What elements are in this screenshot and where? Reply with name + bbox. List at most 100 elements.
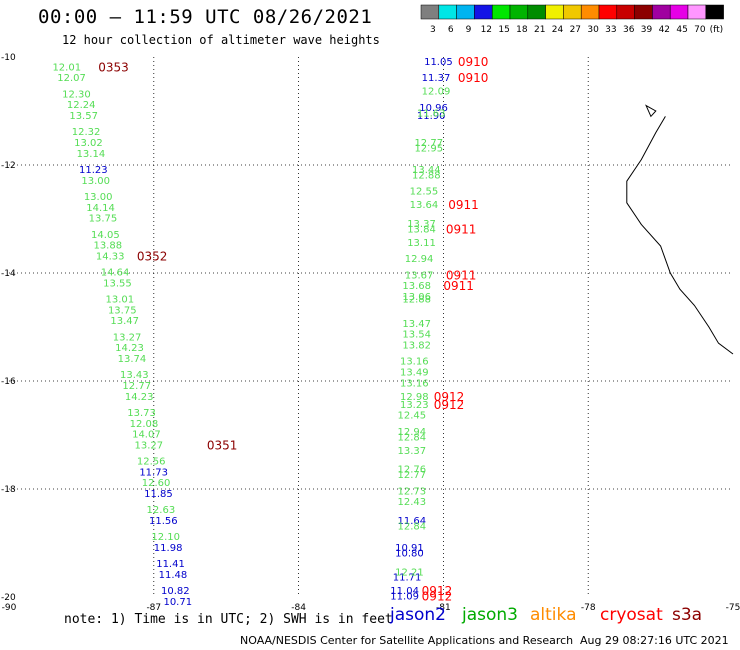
colorbar-tick-label: 42 xyxy=(659,25,670,35)
longitude-tick-label: -87 xyxy=(146,603,161,613)
colorbar-tick-label: 3 xyxy=(430,25,436,35)
swh-label-jason3: 12.30 xyxy=(62,89,91,100)
swh-label-jason3: 13.47 xyxy=(110,316,139,327)
colorbar-swatch xyxy=(687,4,707,20)
latitude-tick-label: -10 xyxy=(1,53,16,63)
swh-label-jason3: 13.75 xyxy=(89,214,118,225)
swh-label-jason3: 12.94 xyxy=(405,254,434,265)
swh-label-jason3: 13.64 xyxy=(410,200,439,211)
swh-label-jason3: 12.94 xyxy=(398,427,427,438)
pass-time-label: 0912 xyxy=(422,590,453,604)
pass-time-label: 0910 xyxy=(458,55,489,69)
legend-cryosat: cryosat xyxy=(600,605,663,625)
swh-label-jason2: 11.05 xyxy=(424,57,453,68)
latitude-tick-label: -14 xyxy=(1,269,16,279)
swh-label-jason3: 12.77 xyxy=(414,138,443,149)
colorbar-tick-label: 33 xyxy=(605,25,616,35)
swh-label-jason2: 10.82 xyxy=(161,586,190,597)
swh-label-jason3: 12.88 xyxy=(412,170,441,181)
longitude-tick-label: -75 xyxy=(726,603,740,613)
swh-label-jason3: 12.84 xyxy=(398,432,427,443)
swh-label-jason3: 13.54 xyxy=(402,330,431,341)
swh-label-jason2: 11.64 xyxy=(398,516,427,527)
swh-label-jason3: 13.14 xyxy=(77,149,106,160)
colorbar-tick-label: 15 xyxy=(498,25,509,35)
colorbar-swatch xyxy=(438,4,457,20)
colorbar-legend: 3 6 9 12 15 18 21 24 27 30 33 36 39 42 45 70 (ft) xyxy=(420,4,724,35)
colorbar-swatch xyxy=(634,4,653,20)
swh-label-jason3: 12.45 xyxy=(398,411,427,422)
map-title: 00:00 – 11:59 UTC 08/26/2021 xyxy=(38,6,373,28)
swh-label-jason2: 10.71 xyxy=(163,597,192,608)
swh-label-jason3: 13.00 xyxy=(84,192,113,203)
swh-label-jason3: 13.23 xyxy=(400,400,429,411)
map-subtitle: 12 hour collection of altimeter wave hei… xyxy=(62,33,380,47)
swh-label-jason3: 13.11 xyxy=(407,238,436,249)
legend-jason2: jason2 xyxy=(390,605,446,625)
credit-line: NOAA/NESDIS Center for Satellite Applica… xyxy=(240,634,574,647)
swh-label-jason3: 14.33 xyxy=(96,251,125,262)
swh-label-jason3: 13.73 xyxy=(127,408,156,419)
lat-lon-grid xyxy=(9,57,733,597)
swh-label-jason3: 14.07 xyxy=(132,430,161,441)
colorbar-tick-label: 39 xyxy=(641,25,653,35)
swh-label-jason3: 13.68 xyxy=(402,281,431,292)
colorbar-tick-label: 45 xyxy=(676,25,687,35)
colorbar-tick-label: 30 xyxy=(587,25,599,35)
swh-label-jason3: 13.57 xyxy=(69,111,98,122)
pass-time-label: 0912 xyxy=(434,398,465,412)
swh-label-jason3: 12.32 xyxy=(72,127,101,138)
pass-time-label: 0353 xyxy=(98,60,129,74)
pass-time-label: 0352 xyxy=(137,249,168,263)
colorbar-unit: (ft) xyxy=(710,25,724,35)
colorbar-swatch xyxy=(456,4,475,20)
swh-label-jason2: 10.91 xyxy=(395,543,424,554)
swh-label-jason3: 13.16 xyxy=(400,378,429,389)
colorbar-swatch xyxy=(509,4,529,20)
pass-time-labels: 0353035203510910091009110911091109110912… xyxy=(98,55,488,604)
colorbar-swatch xyxy=(616,4,635,20)
swh-label-jason2: 11.41 xyxy=(156,559,185,570)
colorbar-swatch xyxy=(563,4,582,20)
swh-label-jason3: 12.55 xyxy=(410,187,439,198)
swh-label-jason3: 12.09 xyxy=(422,87,451,98)
axis-tick-labels: -90 -87 -84 -81 -78 -75 -10 -12 -14 -16 -18 -20 xyxy=(1,53,740,613)
longitude-tick-label: -78 xyxy=(581,603,596,613)
pass-time-label: 0911 xyxy=(448,198,479,212)
colorbar-tick-label: 9 xyxy=(466,25,472,35)
colorbar-swatch xyxy=(652,4,671,20)
colorbar-swatch xyxy=(420,4,440,20)
swh-label-jason3: 13.06 xyxy=(402,292,431,303)
swh-label-jason2: 11.73 xyxy=(139,467,168,478)
swh-label-jason3: 12.08 xyxy=(130,419,159,430)
swh-label-jason3: 13.27 xyxy=(134,440,163,451)
swh-label-jason3: 13.74 xyxy=(118,354,147,365)
pass-time-label: 0911 xyxy=(446,268,477,282)
swh-label-jason3: 13.01 xyxy=(106,295,135,306)
swh-label-jason2: 11.23 xyxy=(79,165,108,176)
longitude-tick-label: -81 xyxy=(436,603,451,613)
swh-label-jason3: 12.10 xyxy=(151,532,180,543)
pass-time-label: 0910 xyxy=(458,71,489,85)
swh-label-jason3: 13.43 xyxy=(120,370,149,381)
swh-label-jason3: 13.55 xyxy=(103,278,132,289)
colorbar-tick-label: 12 xyxy=(481,25,492,35)
colorbar-swatch xyxy=(474,4,493,20)
colorbar-swatch xyxy=(545,4,564,20)
swh-label-jason2: 11.56 xyxy=(149,516,178,527)
swh-label-jason3: 12.77 xyxy=(398,470,427,481)
swh-label-jason3: 11.63 xyxy=(417,108,446,119)
swh-label-jason3: 13.67 xyxy=(405,270,434,281)
swh-label-jason3: 13.37 xyxy=(398,446,427,457)
legend-jason3: jason3 xyxy=(462,605,518,625)
swh-label-jason3: 12.88 xyxy=(402,295,431,306)
swh-label-jason3: 12.56 xyxy=(137,457,166,468)
colorbar-tick-label: 18 xyxy=(516,25,528,35)
swh-label-jason2: 10.96 xyxy=(419,103,448,114)
colorbar-tick-label: 36 xyxy=(623,25,635,35)
pass-time-label: 0911 xyxy=(443,279,474,293)
island xyxy=(645,104,657,118)
swh-label-jason3: 12.73 xyxy=(398,486,427,497)
swh-label-jason3: 14.23 xyxy=(115,343,144,354)
latitude-tick-label: -16 xyxy=(1,377,16,387)
